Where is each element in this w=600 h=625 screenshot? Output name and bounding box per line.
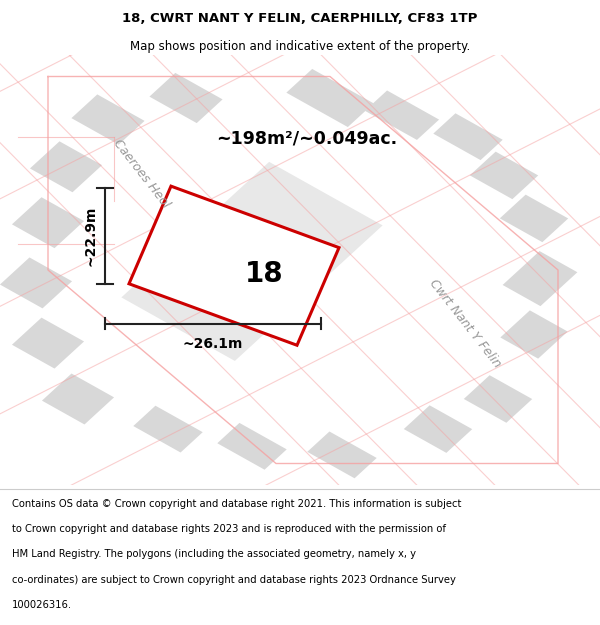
Text: 100026316.: 100026316. <box>12 600 72 610</box>
Polygon shape <box>0 258 72 308</box>
Polygon shape <box>129 186 339 345</box>
Text: ~26.1m: ~26.1m <box>183 338 243 351</box>
Polygon shape <box>217 423 287 470</box>
Text: 18: 18 <box>245 260 283 288</box>
Text: Caeroes Heol: Caeroes Heol <box>110 136 172 210</box>
Polygon shape <box>12 198 84 248</box>
Text: to Crown copyright and database rights 2023 and is reproduced with the permissio: to Crown copyright and database rights 2… <box>12 524 446 534</box>
Polygon shape <box>133 406 203 452</box>
Polygon shape <box>30 141 102 192</box>
Polygon shape <box>286 69 374 127</box>
Polygon shape <box>433 113 503 160</box>
Text: 18, CWRT NANT Y FELIN, CAERPHILLY, CF83 1TP: 18, CWRT NANT Y FELIN, CAERPHILLY, CF83 … <box>122 12 478 25</box>
Text: ~22.9m: ~22.9m <box>84 206 98 266</box>
Polygon shape <box>365 91 439 140</box>
Text: Contains OS data © Crown copyright and database right 2021. This information is : Contains OS data © Crown copyright and d… <box>12 499 461 509</box>
Polygon shape <box>42 374 114 424</box>
Polygon shape <box>149 73 223 123</box>
Polygon shape <box>404 406 472 453</box>
Text: Cwrt Nant Y Felin: Cwrt Nant Y Felin <box>427 277 503 371</box>
Polygon shape <box>121 162 383 361</box>
Polygon shape <box>500 194 568 242</box>
Polygon shape <box>464 375 532 423</box>
Polygon shape <box>307 431 377 478</box>
Polygon shape <box>12 318 84 369</box>
Text: co-ordinates) are subject to Crown copyright and database rights 2023 Ordnance S: co-ordinates) are subject to Crown copyr… <box>12 574 456 584</box>
Polygon shape <box>503 251 577 306</box>
Text: ~198m²/~0.049ac.: ~198m²/~0.049ac. <box>216 130 397 148</box>
Polygon shape <box>470 152 538 199</box>
Text: HM Land Registry. The polygons (including the associated geometry, namely x, y: HM Land Registry. The polygons (includin… <box>12 549 416 559</box>
Polygon shape <box>71 94 145 144</box>
Polygon shape <box>500 311 568 359</box>
Text: Map shows position and indicative extent of the property.: Map shows position and indicative extent… <box>130 39 470 52</box>
